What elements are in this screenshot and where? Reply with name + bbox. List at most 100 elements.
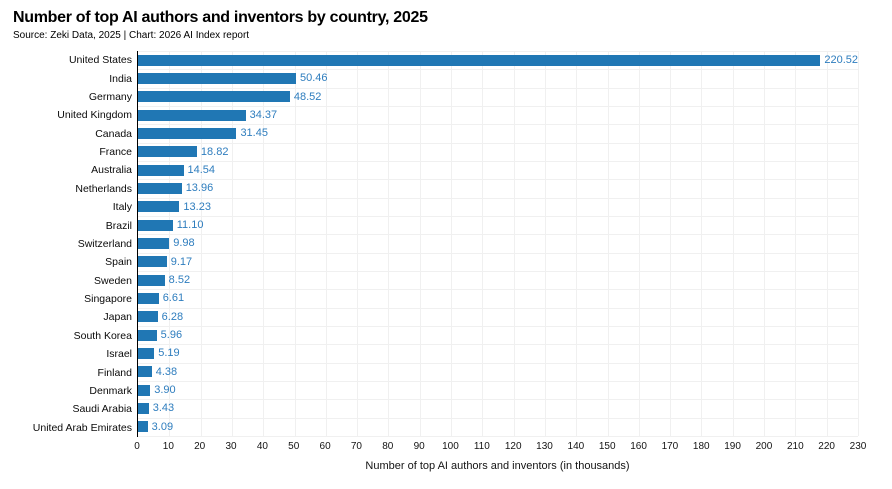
horizontal-gridline — [138, 436, 858, 437]
x-tick-label: 40 — [256, 441, 268, 452]
value-label: 34.37 — [249, 109, 278, 122]
horizontal-gridline — [138, 271, 858, 272]
value-label: 3.09 — [151, 420, 174, 433]
value-label: 3.90 — [154, 384, 176, 397]
bar-row: 3.90 — [138, 381, 858, 399]
horizontal-gridline — [138, 234, 858, 236]
horizontal-gridline — [138, 362, 858, 364]
category-label: Brazil — [105, 219, 132, 232]
bars-layer: 220.52 50.46 48.52 34.37 31.45 18.82 14.54 13.9… — [138, 51, 858, 436]
x-tick-label: 140 — [567, 441, 585, 452]
bar-row: 34.37 — [138, 106, 858, 124]
value-label: 50.46 — [299, 72, 328, 85]
plot-area: 220.52 50.46 48.52 34.37 31.45 18.82 14.54 13.9… — [137, 51, 859, 437]
category-label: Switzerland — [77, 237, 132, 250]
horizontal-gridline — [138, 326, 858, 327]
bar-row: 50.46 — [138, 69, 858, 87]
value-label: 13.96 — [185, 182, 214, 195]
x-tick-label: 0 — [134, 441, 140, 452]
bar — [138, 256, 167, 268]
x-tick-label: 50 — [288, 441, 300, 452]
vertical-gridline — [294, 51, 296, 436]
vertical-gridline — [482, 51, 484, 436]
bar — [138, 72, 296, 84]
x-tick-label: 170 — [661, 441, 679, 452]
category-label: South Korea — [73, 329, 132, 342]
x-tick-label: 130 — [536, 441, 553, 452]
x-tick-label: 70 — [350, 441, 362, 452]
bar-row: 31.45 — [138, 124, 858, 142]
horizontal-gridline — [138, 179, 858, 181]
bar — [138, 54, 821, 66]
x-tick-label: 150 — [598, 441, 616, 452]
x-tick-label: 200 — [755, 441, 773, 452]
vertical-gridline — [325, 51, 327, 436]
category-label: Italy — [112, 201, 132, 214]
vertical-gridline — [826, 51, 828, 436]
category-label: United States — [68, 54, 132, 67]
bar-row: 220.52 — [138, 51, 858, 69]
bar-row: 9.17 — [138, 253, 858, 271]
bar — [138, 146, 197, 158]
x-tick-label: 190 — [724, 441, 741, 452]
bar-row: 14.54 — [138, 161, 858, 179]
bar — [138, 329, 157, 341]
value-label: 48.52 — [293, 90, 322, 103]
x-tick-label: 220 — [818, 441, 835, 452]
vertical-gridline — [231, 51, 233, 436]
horizontal-gridline — [138, 106, 858, 107]
category-label: Canada — [95, 127, 132, 140]
bar-row: 3.43 — [138, 399, 858, 417]
category-label: United Arab Emirates — [32, 421, 132, 434]
category-label: Finland — [97, 366, 132, 379]
x-tick-label: 60 — [319, 441, 331, 452]
value-label: 6.61 — [162, 292, 185, 305]
vertical-gridline — [732, 51, 734, 436]
value-label: 11.10 — [176, 219, 204, 232]
bar-row: 18.82 — [138, 143, 858, 161]
vertical-gridline — [200, 51, 202, 436]
horizontal-gridline — [138, 124, 858, 126]
x-tick-label: 90 — [413, 441, 425, 452]
horizontal-gridline — [138, 161, 858, 162]
bar-row: 4.38 — [138, 363, 858, 381]
x-tick-label: 120 — [504, 441, 522, 452]
horizontal-gridline — [138, 216, 858, 217]
bar — [138, 164, 184, 176]
vertical-gridline — [513, 51, 515, 436]
grid-layer — [138, 51, 859, 437]
value-label: 9.17 — [170, 255, 193, 268]
bar — [138, 292, 159, 304]
x-tick-label: 100 — [442, 441, 459, 452]
bar-row: 3.09 — [138, 418, 858, 436]
vertical-gridline — [764, 51, 766, 436]
bar — [138, 311, 158, 323]
vertical-gridline — [607, 51, 609, 436]
horizontal-gridline — [138, 51, 858, 52]
bar-row: 6.28 — [138, 308, 858, 326]
vertical-gridline — [576, 51, 578, 436]
category-label: France — [99, 146, 132, 159]
vertical-gridline — [169, 51, 171, 436]
vertical-gridline — [795, 51, 797, 436]
horizontal-gridline — [138, 381, 858, 382]
bar — [138, 219, 173, 231]
horizontal-gridline — [138, 87, 858, 89]
category-label: Germany — [88, 90, 132, 103]
horizontal-gridline — [138, 289, 858, 291]
vertical-gridline — [701, 51, 703, 436]
bar-row: 5.19 — [138, 344, 858, 362]
category-label: Sweden — [94, 274, 132, 287]
category-label: India — [109, 72, 132, 85]
value-label: 9.98 — [173, 237, 195, 250]
bar-row: 5.96 — [138, 326, 858, 344]
x-tick-label: 230 — [849, 441, 867, 452]
vertical-gridline — [638, 51, 640, 436]
value-label: 31.45 — [240, 127, 268, 140]
bar-row: 11.10 — [138, 216, 858, 234]
bar — [138, 366, 152, 378]
value-label: 220.52 — [824, 54, 858, 67]
bar — [138, 127, 237, 139]
category-labels-column: United States India Germany United Kingdom C… — [0, 51, 137, 437]
value-label: 14.54 — [187, 164, 216, 177]
